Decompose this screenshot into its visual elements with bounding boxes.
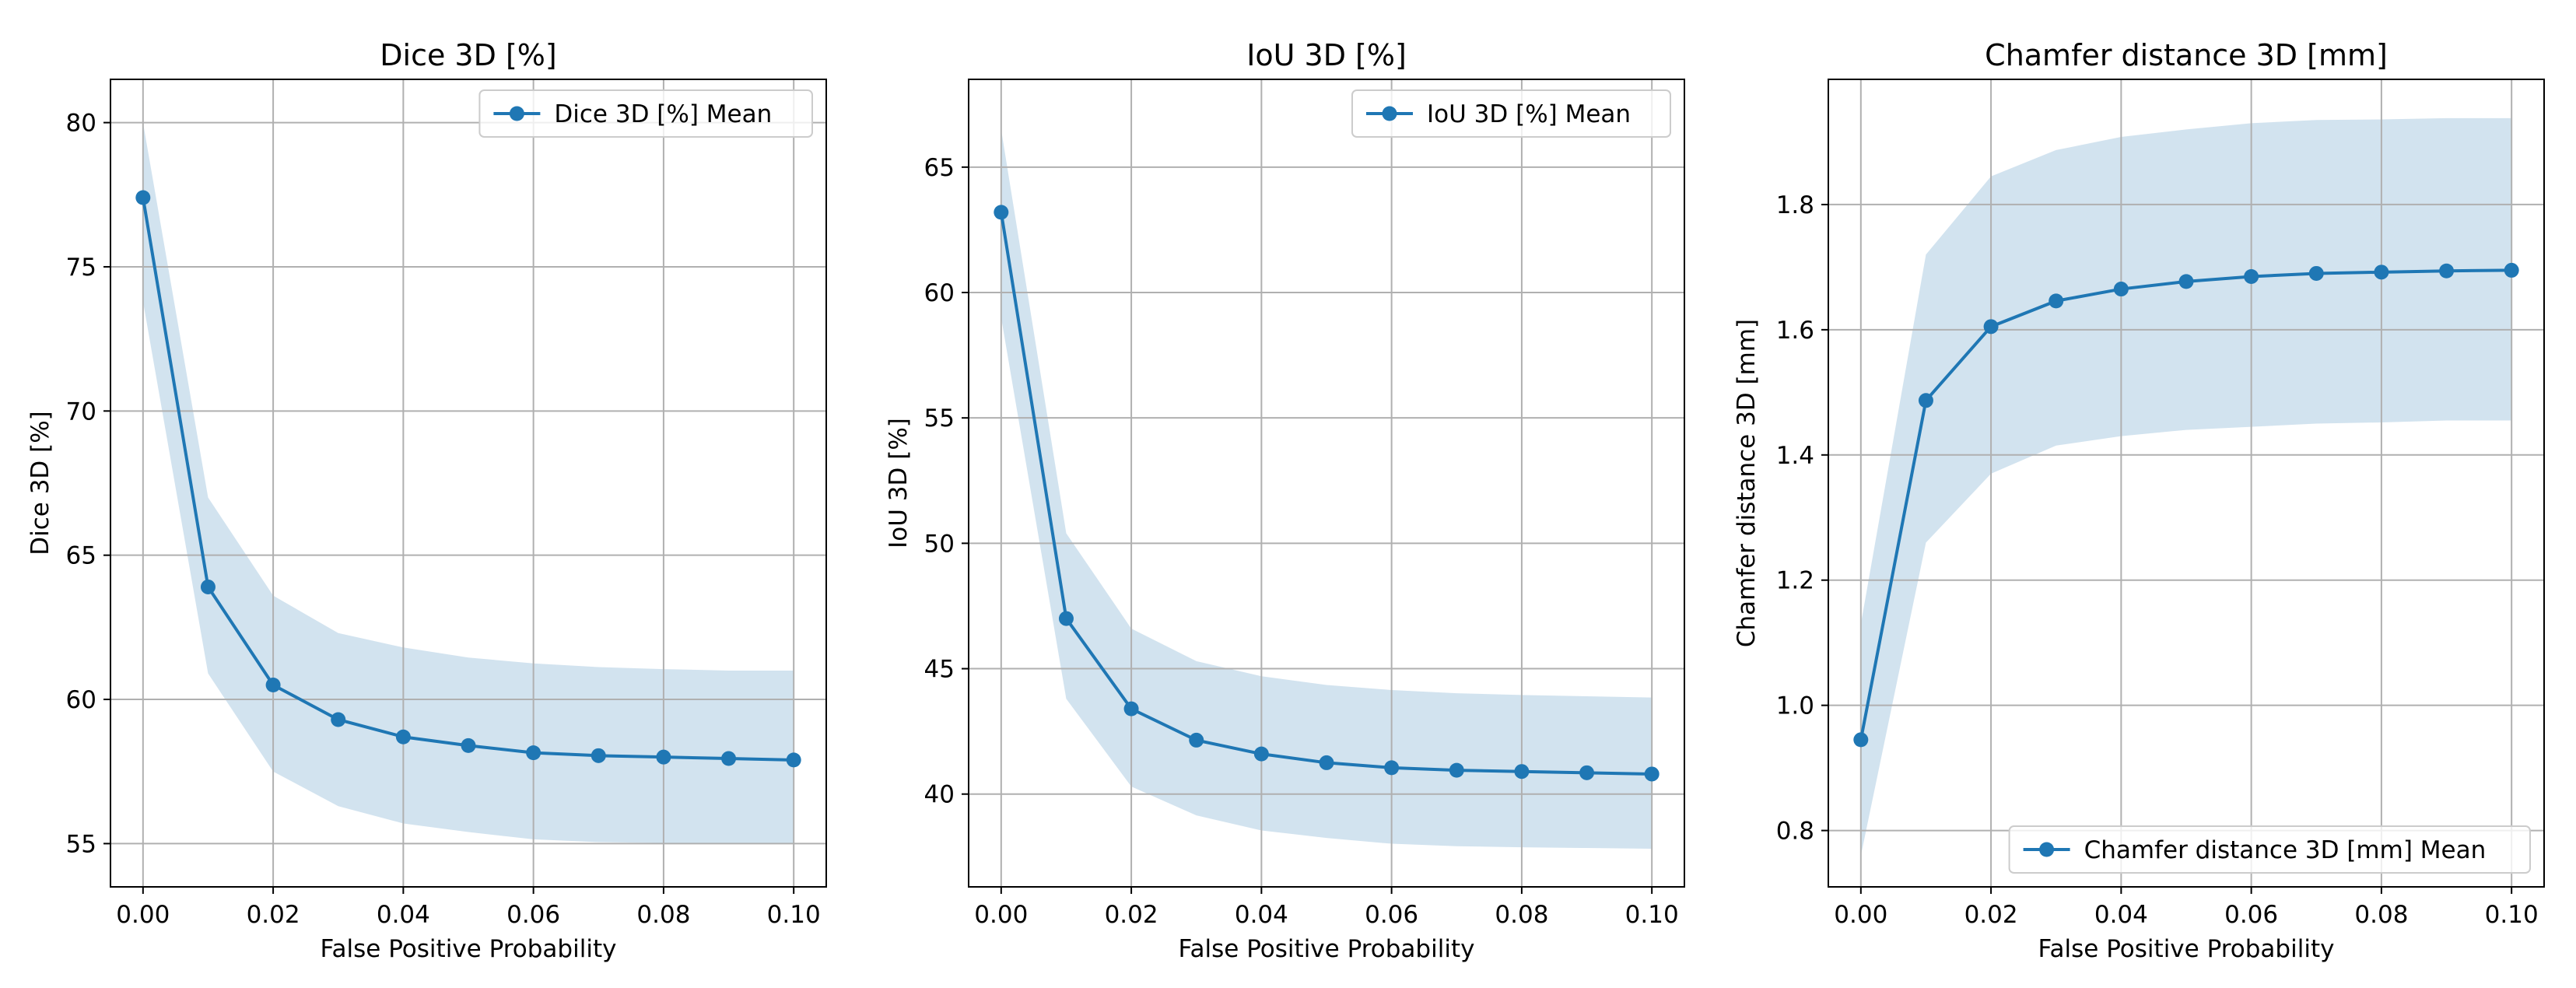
data-point: [461, 737, 476, 753]
x-tick-label: 0.02: [1105, 901, 1158, 929]
x-tick-label: 0.04: [2094, 901, 2148, 929]
y-tick-label: 70: [66, 398, 96, 426]
legend: Chamfer distance 3D [mm] Mean: [2008, 825, 2532, 874]
x-tick-label: 0.06: [1365, 901, 1418, 929]
x-tick-label: 0.06: [2224, 901, 2278, 929]
data-point: [656, 749, 671, 765]
x-tick-label: 0.02: [1964, 901, 2018, 929]
x-axis-label: False Positive Probability: [2038, 935, 2335, 963]
data-point: [2244, 268, 2259, 284]
y-tick-label: 40: [924, 781, 955, 809]
y-tick-label: 1.8: [1776, 191, 1814, 219]
data-point: [1514, 764, 1530, 780]
legend-marker: [509, 106, 524, 121]
x-tick-label: 0.00: [1834, 901, 1887, 929]
legend: Dice 3D [%] Mean: [478, 89, 814, 138]
data-point: [1384, 760, 1400, 776]
y-tick-label: 75: [66, 254, 96, 282]
data-point: [2439, 263, 2455, 279]
data-point: [2308, 265, 2324, 281]
y-tick-label: 1.6: [1776, 317, 1814, 345]
data-point: [2178, 274, 2194, 289]
legend-marker: [1382, 106, 1397, 121]
axes-frame: [1828, 79, 2545, 888]
y-tick-label: 1.4: [1776, 442, 1814, 470]
x-axis-label: False Positive Probability: [1179, 935, 1475, 963]
y-tick-label: 55: [924, 405, 955, 433]
chart-title: Chamfer distance 3D [mm]: [1985, 38, 2388, 72]
data-point: [265, 678, 281, 692]
chart-panel-2: 0.00 0.02 0.04 0.06 0.08 0.10 40 45 50 55 60 65 IoU …: [885, 38, 1685, 963]
y-tick-label: 0.8: [1776, 818, 1814, 846]
data-point: [1319, 755, 1334, 770]
data-point: [786, 752, 801, 768]
axes-frame: [110, 79, 827, 888]
x-tick-label: 0.04: [1235, 901, 1288, 929]
legend-label: Dice 3D [%] Mean: [554, 100, 772, 128]
legend-label: IoU 3D [%] Mean: [1427, 100, 1631, 128]
y-tick-label: 65: [924, 154, 955, 182]
confidence-band: [142, 122, 794, 844]
data-point: [1123, 701, 1139, 716]
y-tick-label: 80: [66, 110, 96, 138]
legend-label: Chamfer distance 3D [mm] Mean: [2084, 836, 2487, 864]
data-point: [526, 745, 541, 761]
axes-frame: [968, 79, 1685, 888]
x-tick-label: 0.04: [377, 901, 430, 929]
data-point: [135, 190, 151, 205]
x-axis-label: False Positive Probability: [321, 935, 617, 963]
data-point: [331, 712, 346, 727]
data-point: [1918, 393, 1933, 408]
y-tick-label: 1.2: [1776, 567, 1814, 595]
data-point: [1189, 732, 1204, 748]
x-tick-label: 0.10: [2485, 901, 2539, 929]
data-point: [1853, 732, 1869, 748]
x-tick-label: 0.10: [767, 901, 821, 929]
data-point: [721, 751, 737, 766]
y-tick-label: 60: [924, 279, 955, 307]
data-point: [2113, 282, 2129, 297]
data-point: [2374, 265, 2389, 280]
data-point: [2049, 293, 2064, 309]
y-axis-label: IoU 3D [%]: [885, 418, 913, 548]
data-point: [395, 729, 411, 745]
y-tick-label: 55: [66, 830, 96, 858]
x-tick-label: 0.00: [116, 901, 170, 929]
y-tick-label: 60: [66, 686, 96, 714]
data-point: [1449, 762, 1464, 778]
data-point: [1058, 611, 1074, 626]
y-axis-label: Chamfer distance 3D [mm]: [1733, 319, 1761, 647]
data-point: [1579, 765, 1595, 780]
data-point: [2504, 262, 2519, 278]
y-tick-label: 65: [66, 542, 96, 570]
data-point: [1983, 319, 1999, 335]
x-tick-label: 0.06: [506, 901, 560, 929]
x-tick-label: 0.08: [1495, 901, 1548, 929]
confidence-band: [1860, 117, 2512, 856]
data-point: [591, 748, 606, 763]
x-tick-label: 0.02: [247, 901, 300, 929]
legend: IoU 3D [%] Mean: [1351, 89, 1671, 138]
chart-panel-1: 0.00 0.02 0.04 0.06 0.08 0.10 55 60 65 70 75 80 Dice…: [26, 38, 827, 963]
chart-panel-3: 0.00 0.02 0.04 0.06 0.08 0.10 0.8 1.0 1.2 1.4 1.6 1…: [1733, 38, 2545, 963]
data-point: [1644, 766, 1660, 782]
legend-box: [2008, 825, 2532, 874]
y-tick-label: 50: [924, 530, 955, 558]
x-tick-label: 0.08: [2354, 901, 2408, 929]
chart-title: Dice 3D [%]: [380, 38, 556, 72]
data-point: [200, 579, 216, 594]
data-point: [994, 205, 1009, 220]
x-tick-label: 0.08: [636, 901, 690, 929]
x-tick-label: 0.00: [974, 901, 1028, 929]
legend-box: [1351, 89, 1671, 138]
legend-box: [478, 89, 814, 138]
x-tick-label: 0.10: [1625, 901, 1679, 929]
y-tick-label: 45: [924, 656, 955, 684]
chart-title: IoU 3D [%]: [1246, 38, 1407, 72]
y-tick-label: 1.0: [1776, 692, 1814, 720]
legend-marker: [2039, 842, 2055, 857]
y-axis-label: Dice 3D [%]: [26, 411, 54, 555]
data-point: [1253, 746, 1269, 762]
